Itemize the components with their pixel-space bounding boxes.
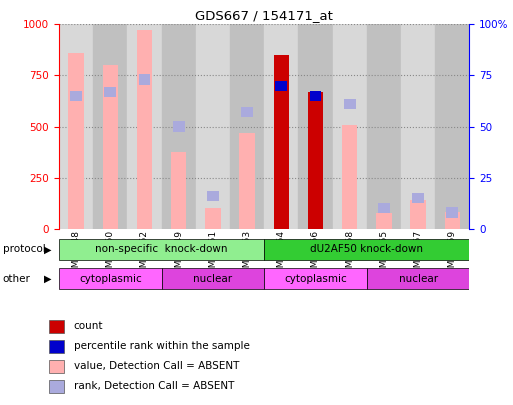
Bar — [104, 87, 116, 97]
Bar — [275, 81, 287, 91]
Bar — [308, 92, 323, 229]
Bar — [49, 340, 64, 353]
Bar — [445, 213, 460, 229]
Bar — [401, 24, 435, 229]
Bar — [59, 268, 162, 289]
Bar — [446, 207, 458, 217]
Text: non-specific  knock-down: non-specific knock-down — [95, 245, 228, 254]
Bar — [299, 24, 332, 229]
Bar — [207, 191, 219, 201]
Text: cytoplasmic: cytoplasmic — [284, 274, 347, 284]
Bar — [332, 24, 367, 229]
Bar — [264, 268, 367, 289]
Title: GDS667 / 154171_at: GDS667 / 154171_at — [195, 9, 333, 22]
Bar — [344, 99, 356, 109]
Text: value, Detection Call = ABSENT: value, Detection Call = ABSENT — [73, 361, 239, 371]
Text: ▶: ▶ — [44, 245, 51, 254]
Text: ▶: ▶ — [44, 274, 51, 284]
Bar — [162, 24, 196, 229]
Text: dU2AF50 knock-down: dU2AF50 knock-down — [310, 245, 423, 254]
Bar — [412, 193, 424, 203]
Bar — [230, 24, 264, 229]
Bar — [342, 124, 358, 229]
Text: rank, Detection Call = ABSENT: rank, Detection Call = ABSENT — [73, 382, 234, 391]
Bar — [367, 24, 401, 229]
Bar — [273, 55, 289, 229]
Bar — [49, 380, 64, 393]
Bar — [137, 30, 152, 229]
Bar — [70, 91, 82, 101]
Bar — [171, 152, 186, 229]
Bar — [59, 239, 264, 260]
Bar — [59, 24, 93, 229]
Bar — [264, 239, 469, 260]
Bar — [376, 213, 391, 229]
Bar — [49, 320, 64, 333]
Bar — [367, 268, 469, 289]
Bar — [240, 133, 255, 229]
Bar — [378, 203, 390, 213]
Text: nuclear: nuclear — [193, 274, 232, 284]
Bar — [162, 268, 264, 289]
Bar — [49, 360, 64, 373]
Bar — [264, 24, 299, 229]
Bar — [173, 122, 185, 132]
Text: percentile rank within the sample: percentile rank within the sample — [73, 341, 249, 351]
Bar — [205, 208, 221, 229]
Bar — [93, 24, 127, 229]
Text: protocol: protocol — [3, 245, 45, 254]
Bar — [68, 53, 84, 229]
Bar — [309, 91, 322, 101]
Bar — [435, 24, 469, 229]
Bar — [196, 24, 230, 229]
Text: nuclear: nuclear — [399, 274, 438, 284]
Text: count: count — [73, 321, 103, 331]
Bar — [410, 200, 426, 229]
Text: other: other — [3, 274, 30, 284]
Bar — [241, 107, 253, 117]
Text: cytoplasmic: cytoplasmic — [79, 274, 142, 284]
Bar — [127, 24, 162, 229]
Bar — [103, 65, 118, 229]
Bar — [139, 75, 150, 85]
